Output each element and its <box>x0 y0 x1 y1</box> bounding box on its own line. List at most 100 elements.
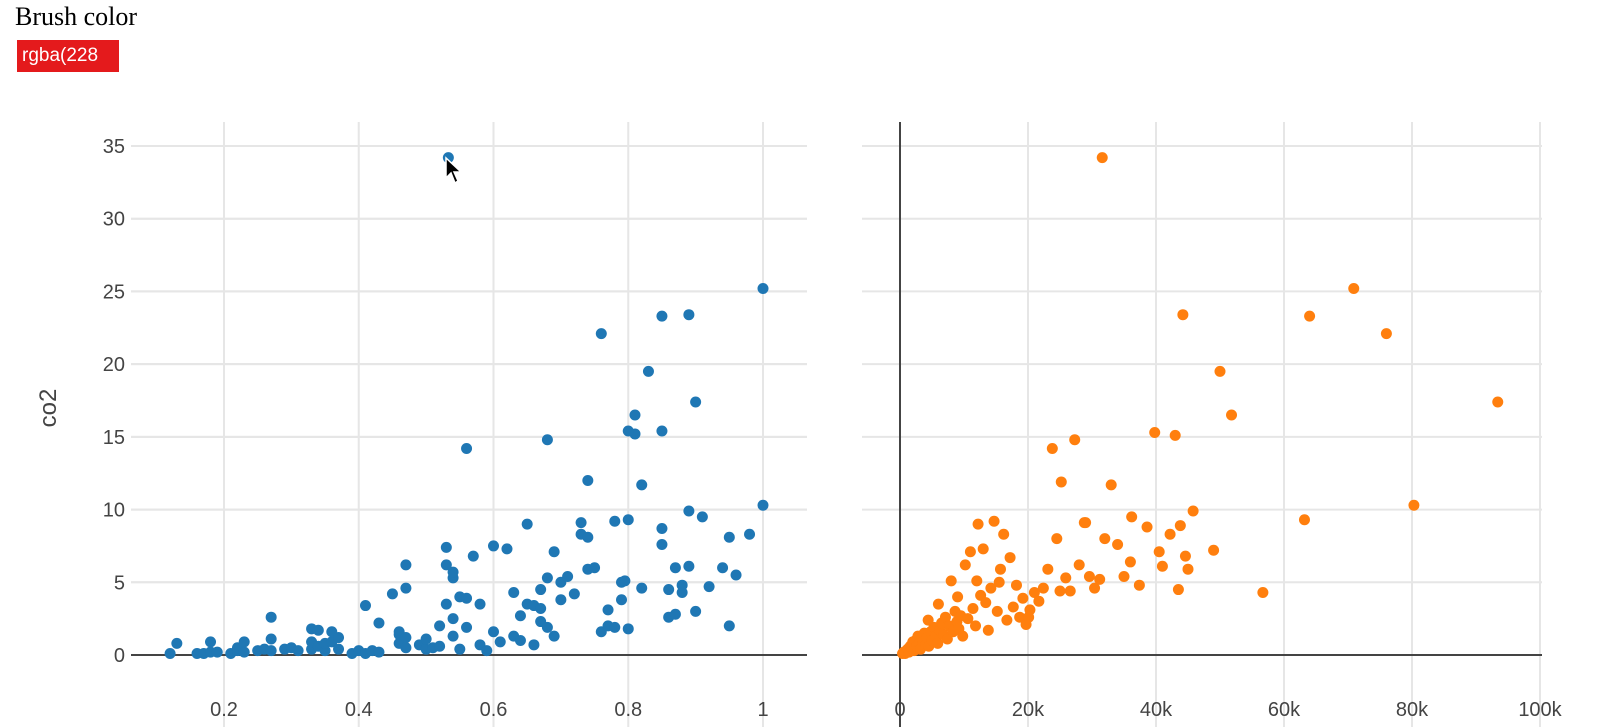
scatter-point <box>1177 309 1189 321</box>
scatter-point <box>690 396 702 408</box>
x-tick-label: 80k <box>1396 699 1429 721</box>
x-tick-label: 40k <box>1140 699 1173 721</box>
scatter-point <box>676 579 688 591</box>
scatter-point <box>548 546 560 558</box>
scatter-point <box>528 639 540 651</box>
x-tick-label: 1 <box>757 699 768 721</box>
scatter-point <box>1083 570 1095 582</box>
scatter-point <box>1124 556 1136 568</box>
scatter-point <box>939 611 951 623</box>
scatter-point <box>474 598 486 610</box>
scatter-point <box>359 600 371 612</box>
scatter-point <box>622 514 634 526</box>
mouse-cursor-icon <box>445 156 463 185</box>
scatter-point <box>171 637 183 649</box>
scatter-point <box>1089 582 1101 594</box>
scatter-point <box>683 560 695 572</box>
scatter-point <box>932 637 944 649</box>
scatter-point <box>1014 611 1026 623</box>
scatter-point <box>932 598 944 610</box>
scatter-point <box>1069 434 1081 446</box>
scatter-point <box>1208 544 1220 556</box>
scatter-point <box>1298 514 1310 526</box>
scatter-point <box>582 531 594 543</box>
scatter-point <box>663 584 675 596</box>
scatter-point <box>461 621 473 633</box>
scatter-point <box>205 636 217 648</box>
scatter-point <box>1164 528 1176 540</box>
scatter-point <box>1214 365 1226 377</box>
y-tick-label: 15 <box>103 427 125 449</box>
scatter-point <box>957 630 969 642</box>
scatter-point <box>1094 573 1106 585</box>
scatter-point <box>962 613 974 625</box>
scatter-point <box>993 576 1005 588</box>
y-tick-label: 20 <box>103 354 125 376</box>
x-tick-label: 20k <box>1012 699 1045 721</box>
scatter-point <box>1380 328 1392 340</box>
scatter-point <box>514 610 526 622</box>
scatter-point <box>602 604 614 616</box>
scatter-point <box>988 515 1000 527</box>
scatter-point <box>690 605 702 617</box>
y-axis-label: co2 <box>35 389 62 428</box>
scatter-point <box>669 562 681 574</box>
scatter-point <box>440 541 452 553</box>
scatter-point <box>922 614 934 626</box>
scatter-point <box>521 518 533 530</box>
y-tick-label: 30 <box>103 209 125 231</box>
scatter-point <box>467 550 479 562</box>
scatter-point <box>994 563 1006 575</box>
scatter-point <box>400 582 412 594</box>
scatter-point <box>514 634 526 646</box>
scatter-point <box>1408 499 1420 511</box>
scatter-point <box>1055 476 1067 488</box>
scatter-point <box>265 611 277 623</box>
scatter-point <box>636 479 648 491</box>
scatter-point <box>447 630 459 642</box>
x-tick-label: 0.8 <box>614 699 642 721</box>
scatter-point <box>1156 560 1168 572</box>
scatter-plot-right[interactable]: 0 20k 40k 60k 80k 100k <box>862 122 1563 727</box>
y-tick-label: 25 <box>103 281 125 303</box>
scatter-point <box>400 632 412 644</box>
scatter-point <box>616 594 628 606</box>
scatter-point <box>440 559 452 571</box>
scatter-point <box>555 594 567 606</box>
scatter-point <box>656 522 668 534</box>
scatter-point <box>1080 517 1092 529</box>
scatter-point <box>1174 520 1186 532</box>
scatter-point <box>1007 601 1019 613</box>
scatter-point <box>723 531 735 543</box>
scatter-point <box>757 499 769 511</box>
scatter-point <box>1149 426 1161 438</box>
y-tick-label: 10 <box>103 500 125 522</box>
scatter-point <box>1172 584 1184 596</box>
scatter-point <box>619 575 631 587</box>
x-tick-label: 60k <box>1268 699 1301 721</box>
scatter-point <box>1010 579 1022 591</box>
scatter-point <box>642 365 654 377</box>
scatter-point <box>991 605 1003 617</box>
scatter-point <box>629 409 641 421</box>
scatter-point <box>1182 563 1194 575</box>
scatter-point <box>481 645 493 657</box>
scatter-point <box>1064 585 1076 597</box>
y-tick-label: 0 <box>114 645 125 667</box>
scatter-point <box>656 425 668 437</box>
scatter-point <box>434 640 446 652</box>
scatter-point <box>982 624 994 636</box>
scatter-point <box>730 569 742 581</box>
scatter-point <box>333 632 345 644</box>
brush-color-select[interactable]: rgba(228 <box>17 40 119 72</box>
scatter-point <box>582 474 594 486</box>
scatter-point <box>656 538 668 550</box>
scatter-point <box>977 543 989 555</box>
scatter-point <box>1037 582 1049 594</box>
scatter-point <box>312 624 324 636</box>
scatter-point <box>1126 511 1138 523</box>
scatter-point <box>717 562 729 574</box>
brush-color-label: Brush color <box>15 2 138 31</box>
